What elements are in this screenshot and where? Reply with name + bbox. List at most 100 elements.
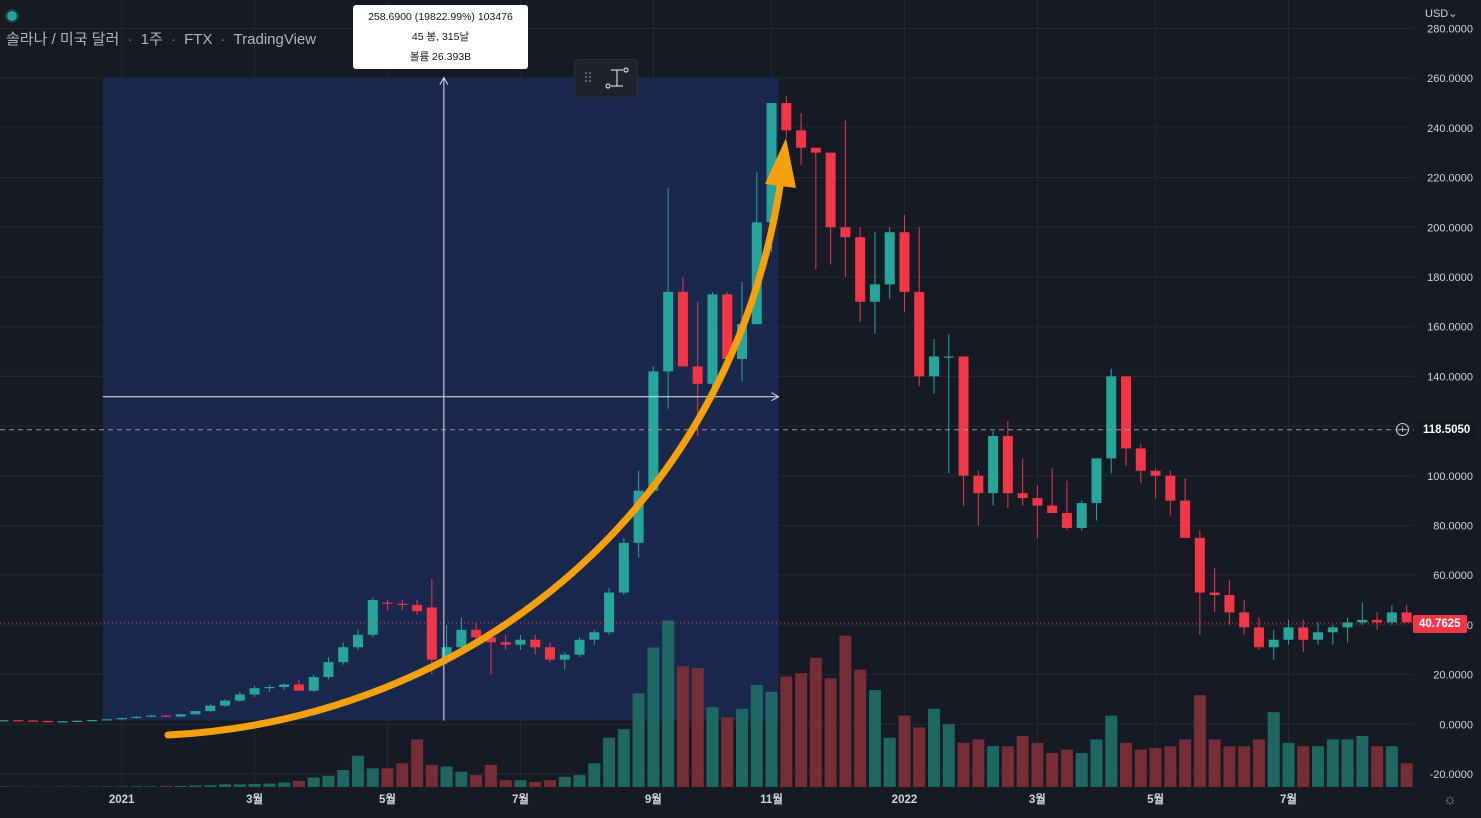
measure-selection-area	[102, 77, 779, 721]
x-axis-tick-label: 3월	[1029, 792, 1046, 806]
volume-bar	[1238, 746, 1251, 787]
volume-bar	[1179, 739, 1192, 787]
candle-body	[131, 716, 142, 719]
candle-body	[57, 721, 68, 723]
candle-body	[146, 715, 157, 717]
measure-arrow-up	[439, 76, 449, 85]
volume-bar	[1297, 746, 1310, 787]
symbol-title[interactable]: 솔라나 / 미국 달러 · 1주 · FTX · TradingView	[6, 28, 316, 49]
candle-body	[249, 688, 260, 695]
last-price-badge: 40.7625	[1413, 615, 1467, 633]
chevron-down-icon: ⌄	[1448, 8, 1458, 20]
volume-bar	[1134, 749, 1147, 787]
volume-bar	[750, 685, 763, 787]
volume-bar	[1371, 746, 1384, 787]
candle-body	[1313, 632, 1324, 640]
source-label: TradingView	[233, 31, 317, 48]
candle-body	[515, 639, 526, 645]
volume-bar	[883, 737, 896, 787]
candle-body	[869, 284, 880, 302]
volume-bar	[204, 785, 217, 787]
x-axis-tick-label: 7월	[512, 792, 529, 806]
volume-bar	[470, 775, 483, 787]
candle-body	[1061, 513, 1072, 528]
volume-bar	[337, 770, 350, 787]
y-axis-tick-label: 0.0000	[1439, 719, 1473, 731]
candle-body	[692, 366, 703, 384]
candle-body	[1268, 639, 1279, 648]
volume-bar	[351, 755, 364, 787]
candle-body	[840, 227, 851, 238]
volume-bar	[1075, 753, 1088, 787]
measure-tooltip: 258.6900 (19822.99%) 103476 45 봉, 315날 볼…	[353, 5, 528, 69]
candle-body	[722, 294, 733, 359]
volume-bar	[440, 766, 453, 787]
candle-body	[1194, 537, 1205, 593]
candle-body	[0, 720, 9, 722]
currency-select[interactable]: USD⌄	[1425, 7, 1457, 20]
volume-bar	[809, 657, 822, 787]
volume-bar	[307, 777, 320, 787]
title-separator: ·	[127, 31, 133, 48]
candle-body	[707, 294, 718, 384]
candle-body	[308, 677, 319, 691]
candle-body	[914, 291, 925, 377]
candle-body	[87, 720, 98, 722]
volume-bar	[632, 693, 645, 787]
candle-body	[574, 639, 585, 655]
interval-label: 1주	[140, 31, 163, 48]
candle-body	[1002, 435, 1013, 494]
candle-body	[530, 639, 541, 648]
y-axis-tick-label: 240.0000	[1427, 123, 1473, 135]
candle-body	[426, 607, 437, 660]
y-axis-tick-label: 20.0000	[1433, 670, 1473, 682]
gear-icon[interactable]: ☼	[1443, 791, 1457, 808]
candle-body	[205, 705, 216, 712]
volume-bar	[558, 776, 571, 787]
candle-body	[42, 721, 53, 723]
candle-body	[559, 654, 570, 660]
candle-body	[633, 490, 644, 543]
candle-body	[382, 602, 393, 604]
candle-body	[766, 103, 777, 223]
drag-handle-icon[interactable]: ⠿	[582, 70, 594, 86]
candle-body	[72, 720, 83, 722]
volume-bar	[662, 620, 675, 787]
volume-bar	[839, 635, 852, 787]
volume-bar	[381, 768, 394, 787]
volume-bar	[1312, 746, 1325, 787]
volume-bar	[455, 771, 468, 787]
price-range-icon[interactable]	[603, 63, 633, 93]
volume-bar	[1060, 749, 1073, 787]
volume-bar	[588, 763, 601, 787]
candle-body	[1327, 627, 1338, 633]
candle-body	[589, 632, 600, 640]
candle-body	[1047, 505, 1058, 514]
volume-bar	[189, 785, 202, 787]
candle-body	[825, 152, 836, 228]
volume-bar	[1001, 746, 1014, 787]
volume-bar	[987, 746, 1000, 787]
candle-body	[648, 371, 659, 491]
candle-body	[101, 719, 112, 721]
candle-body	[618, 542, 629, 593]
candle-body	[1106, 376, 1117, 459]
candle-body	[1357, 619, 1368, 623]
volume-bar	[1149, 747, 1162, 787]
candle-body	[1091, 458, 1102, 504]
candle-body	[1180, 500, 1191, 538]
volume-bar	[514, 780, 527, 787]
volume-bar	[913, 727, 926, 787]
candle-body	[264, 686, 275, 689]
candle-body	[1253, 627, 1264, 648]
measure-bars-days: 45 봉, 315날	[411, 31, 470, 43]
candle-body	[958, 356, 969, 476]
volume-bar	[543, 780, 556, 787]
measure-volume: 볼륨 26.393B	[409, 51, 472, 63]
volume-bar	[233, 784, 246, 787]
candle-body	[1076, 503, 1087, 528]
volume-bar	[1385, 746, 1398, 787]
add-alert-icon[interactable]: +	[1396, 423, 1409, 436]
volume-bar	[1031, 742, 1044, 787]
